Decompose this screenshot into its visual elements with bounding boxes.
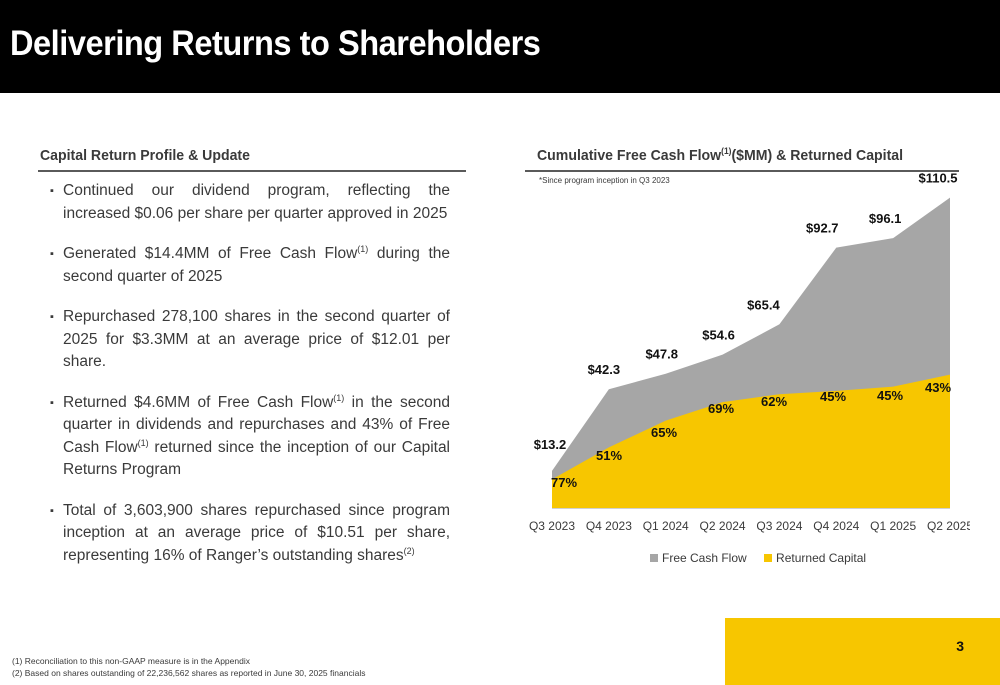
chart-heading-rest: ($MM) & Returned Capital bbox=[731, 147, 904, 164]
legend-swatch-free-cash-flow bbox=[650, 554, 658, 562]
chart-legend: Free Cash Flow Returned Capital bbox=[650, 551, 880, 565]
fcf-data-label: $110.5 bbox=[918, 171, 957, 186]
legend-swatch-returned-capital bbox=[764, 554, 773, 562]
footnote-2: (2) Based on shares outstanding of 22,23… bbox=[12, 668, 366, 678]
fcf-data-label: $92.7 bbox=[806, 221, 839, 236]
fcf-data-label: $65.4 bbox=[747, 297, 780, 312]
legend-label-returned-capital: Returned Capital bbox=[776, 551, 867, 565]
bullet-item: Total of 3,603,900 shares repurchased si… bbox=[50, 500, 450, 568]
left-heading-rule bbox=[38, 170, 466, 172]
capital-return-heading: Capital Return Profile & Update bbox=[40, 147, 250, 164]
bullet-item: Returned $4.6MM of Free Cash Flow(1) in … bbox=[50, 392, 450, 482]
returned-capital-pct-label: 45% bbox=[820, 389, 846, 404]
footnote-ref: (1) bbox=[333, 392, 345, 403]
bullet-text: Total of 3,603,900 shares repurchased si… bbox=[63, 501, 450, 564]
chart-heading-footnote: (1) bbox=[721, 146, 732, 156]
fcf-data-label: $47.8 bbox=[645, 347, 678, 362]
bullet-text: during the second quarter of 2025 bbox=[63, 245, 450, 285]
header-bar: Delivering Returns to Shareholders bbox=[0, 0, 1000, 93]
x-tick-label: Q2 2024 bbox=[700, 519, 746, 533]
fcf-data-label: $54.6 bbox=[702, 328, 735, 343]
footnote-1: (1) Reconciliation to this non-GAAP meas… bbox=[12, 656, 250, 666]
fcf-data-label: $13.2 bbox=[534, 437, 567, 452]
returned-capital-pct-label: 77% bbox=[551, 475, 577, 490]
returned-capital-pct-label: 43% bbox=[925, 380, 951, 395]
returned-capital-pct-label: 69% bbox=[708, 401, 734, 416]
bullet-text: Repurchased 278,100 shares in the second… bbox=[63, 308, 450, 370]
x-tick-label: Q2 2025 bbox=[927, 519, 970, 533]
footnotes: (1) Reconciliation to this non-GAAP meas… bbox=[12, 655, 365, 679]
legend-item-returned-capital: Returned Capital bbox=[764, 551, 866, 565]
bullet-item: Repurchased 278,100 shares in the second… bbox=[50, 306, 450, 374]
cumulative-chart: Q3 2023 Q4 2023 Q1 2024 Q2 2024 Q3 2024 Q4 20… bbox=[529, 171, 970, 533]
bullet-text: Generated $14.4MM of Free Cash Flow bbox=[63, 245, 358, 262]
bullet-item: Continued our dividend program, reflecti… bbox=[50, 180, 450, 225]
chart-heading-rule bbox=[525, 170, 959, 172]
x-tick-label: Q4 2023 bbox=[586, 519, 632, 533]
fcf-data-label: $42.3 bbox=[588, 362, 621, 377]
chart-heading-main: Cumulative Free Cash Flow bbox=[537, 147, 722, 164]
footnote-ref: (2) bbox=[403, 545, 415, 556]
returned-capital-pct-label: 51% bbox=[596, 448, 622, 463]
bullet-text: in the second quarter in dividends and r… bbox=[63, 393, 450, 456]
x-tick-label: Q1 2025 bbox=[870, 519, 916, 533]
page-number-box: 3 bbox=[725, 618, 1000, 685]
page-title: Delivering Returns to Shareholders bbox=[10, 24, 541, 63]
capital-return-bullets: Continued our dividend program, reflecti… bbox=[50, 180, 450, 585]
bullet-text: Continued our dividend program, reflecti… bbox=[63, 182, 450, 222]
chart-note: *Since program inception in Q3 2023 bbox=[539, 176, 670, 185]
x-tick-label: Q3 2024 bbox=[756, 519, 802, 533]
legend-item-free-cash-flow: Free Cash Flow bbox=[650, 551, 747, 565]
bullet-text: returned since the inception of our Capi… bbox=[63, 438, 451, 479]
x-tick-label: Q4 2024 bbox=[813, 519, 859, 533]
chart-heading: Cumulative Free Cash Flow(1)($MM) & Retu… bbox=[537, 146, 904, 165]
returned-capital-pct-label: 62% bbox=[761, 394, 787, 409]
x-tick-label: Q1 2024 bbox=[643, 519, 689, 533]
returned-capital-area bbox=[552, 374, 950, 508]
returned-capital-pct-label: 45% bbox=[877, 388, 903, 403]
footnote-ref: (1) bbox=[137, 437, 149, 448]
footnote-ref: (1) bbox=[357, 243, 369, 254]
bullet-item: Generated $14.4MM of Free Cash Flow(1) d… bbox=[50, 243, 450, 288]
bullet-text: Returned $4.6MM of Free Cash Flow bbox=[63, 393, 334, 411]
returned-capital-pct-label: 65% bbox=[651, 425, 677, 440]
legend-label-free-cash-flow: Free Cash Flow bbox=[662, 551, 747, 565]
page-number: 3 bbox=[956, 638, 964, 654]
fcf-data-label: $96.1 bbox=[869, 211, 902, 226]
x-tick-label: Q3 2023 bbox=[529, 519, 575, 533]
